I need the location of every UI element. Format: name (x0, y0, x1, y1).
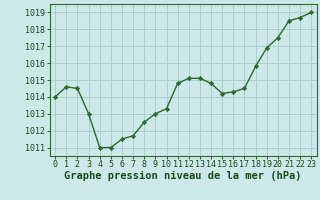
X-axis label: Graphe pression niveau de la mer (hPa): Graphe pression niveau de la mer (hPa) (64, 171, 302, 181)
